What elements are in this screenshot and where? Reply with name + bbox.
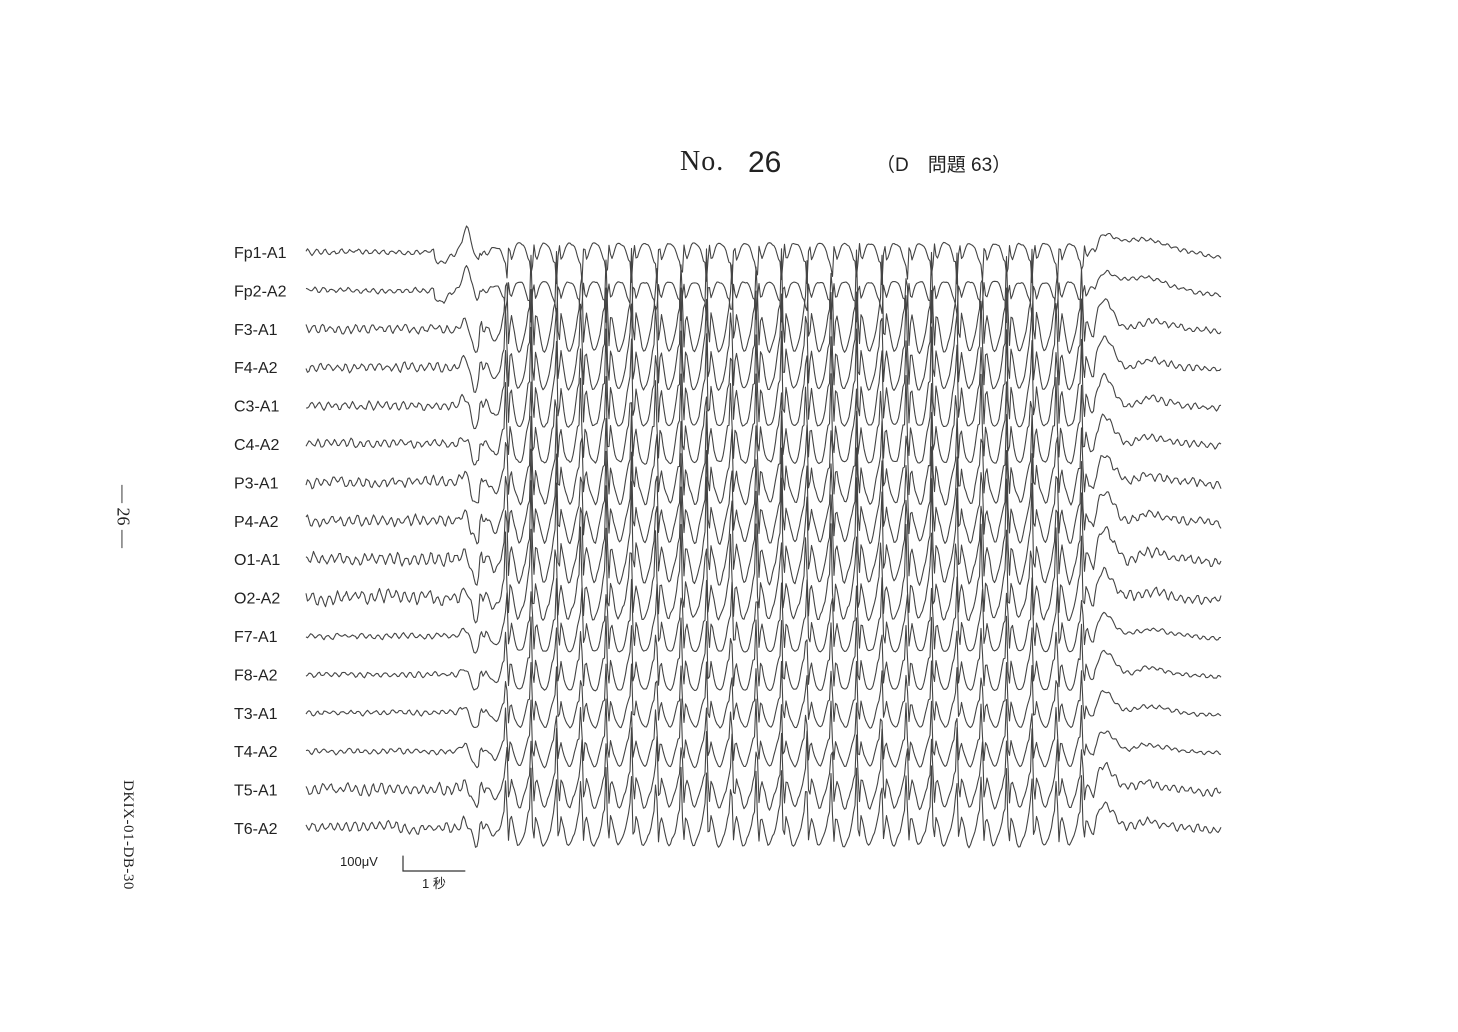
channel-label-o1-a1: O1-A1: [234, 552, 280, 569]
scale-amplitude-label: 100μV: [340, 854, 378, 869]
channel-label-o2-a2: O2-A2: [234, 591, 280, 608]
figure-number-label: No.: [680, 146, 725, 177]
scale-bar-lines: [402, 855, 466, 872]
channel-label-fp2-a2: Fp2-A2: [234, 283, 287, 300]
channel-label-f8-a2: F8-A2: [234, 667, 278, 684]
trace-t4-a2: [305, 698, 1222, 769]
channel-label-f4-a2: F4-A2: [234, 360, 278, 377]
eeg-traces: [305, 225, 1222, 849]
document-code: DKIX-01-DB-30: [120, 780, 136, 890]
trace-f7-a1: [305, 576, 1222, 654]
figure-number: 26: [748, 146, 782, 179]
scale-bar: 100μV 1 秒: [340, 854, 466, 891]
channel-label-c3-a1: C3-A1: [234, 399, 279, 416]
trace-p3-a1: [305, 410, 1222, 506]
trace-f3-a1: [305, 247, 1222, 355]
question-reference: （D 問題 63）: [876, 155, 1012, 176]
channel-label-t5-a1: T5-A1: [234, 783, 278, 800]
trace-t6-a2: [305, 765, 1222, 849]
channel-label-t4-a2: T4-A2: [234, 744, 278, 761]
channel-label-p4-a2: P4-A2: [234, 514, 279, 531]
trace-o1-a1: [305, 476, 1222, 586]
channel-label-t3-a1: T3-A1: [234, 706, 278, 723]
trace-f4-a2: [305, 287, 1222, 393]
channel-label-t6-a2: T6-A2: [234, 821, 278, 838]
scale-time-label: 1 秒: [422, 876, 446, 891]
channel-label-f3-a1: F3-A1: [234, 322, 278, 339]
trace-c4-a2: [305, 373, 1222, 466]
trace-fp2-a2: [305, 265, 1222, 324]
trace-c3-a1: [305, 326, 1222, 430]
channel-label-c4-a2: C4-A2: [234, 437, 279, 454]
trace-o2-a2: [305, 523, 1222, 624]
trace-fp1-a1: [305, 225, 1222, 286]
channel-label-f7-a1: F7-A1: [234, 629, 278, 646]
channel-label-p3-a1: P3-A1: [234, 475, 279, 492]
channel-labels: Fp1-A1 Fp2-A2 F3-A1 F4-A2 C3-A1 C4-A2 P3-A1 P4-…: [234, 245, 287, 838]
trace-p4-a2: [305, 446, 1222, 545]
trace-f8-a2: [305, 615, 1222, 692]
trace-t3-a1: [305, 660, 1222, 729]
trace-t5-a1: [305, 727, 1222, 811]
page-marker: — 26 —: [113, 484, 134, 548]
channel-label-fp1-a1: Fp1-A1: [234, 245, 287, 262]
